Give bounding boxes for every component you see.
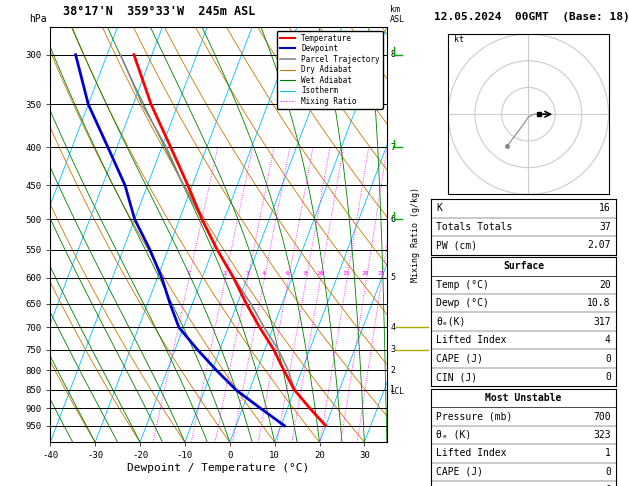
Text: 7: 7 <box>391 143 396 152</box>
Text: 10.8: 10.8 <box>587 298 611 308</box>
Text: Totals Totals: Totals Totals <box>437 222 513 232</box>
Text: 37: 37 <box>599 222 611 232</box>
Text: kt: kt <box>454 35 464 44</box>
Text: 16: 16 <box>599 204 611 213</box>
Text: 6: 6 <box>286 271 290 276</box>
Text: 1: 1 <box>391 385 396 395</box>
Text: Most Unstable: Most Unstable <box>486 393 562 403</box>
Text: Dewp (°C): Dewp (°C) <box>437 298 489 308</box>
Text: CAPE (J): CAPE (J) <box>437 467 484 477</box>
Text: θₑ(K): θₑ(K) <box>437 317 466 327</box>
Text: 20: 20 <box>599 280 611 290</box>
Text: CIN (J): CIN (J) <box>437 372 477 382</box>
Text: 317: 317 <box>593 317 611 327</box>
Text: 12.05.2024  00GMT  (Base: 18): 12.05.2024 00GMT (Base: 18) <box>434 12 629 22</box>
Text: 10: 10 <box>316 271 323 276</box>
Text: 1: 1 <box>605 449 611 458</box>
X-axis label: Dewpoint / Temperature (°C): Dewpoint / Temperature (°C) <box>128 463 309 473</box>
Text: Lifted Index: Lifted Index <box>437 449 507 458</box>
Text: 5: 5 <box>391 273 396 282</box>
Text: 15: 15 <box>343 271 350 276</box>
Text: Lifted Index: Lifted Index <box>437 335 507 345</box>
Text: 2: 2 <box>223 271 226 276</box>
Text: 38°17'N  359°33'W  245m ASL: 38°17'N 359°33'W 245m ASL <box>63 5 255 18</box>
Text: Temp (°C): Temp (°C) <box>437 280 489 290</box>
Text: 4: 4 <box>262 271 265 276</box>
Text: LCL: LCL <box>391 387 404 397</box>
Text: 0: 0 <box>605 354 611 364</box>
Text: 8: 8 <box>304 271 308 276</box>
Text: 1: 1 <box>187 271 191 276</box>
Text: K: K <box>437 204 442 213</box>
Text: 20: 20 <box>362 271 369 276</box>
Text: PW (cm): PW (cm) <box>437 241 477 250</box>
Text: 25: 25 <box>377 271 385 276</box>
Text: 4: 4 <box>391 323 396 332</box>
Text: 2: 2 <box>391 366 396 375</box>
Text: 3: 3 <box>245 271 249 276</box>
Text: Surface: Surface <box>503 261 544 271</box>
Text: 0: 0 <box>605 372 611 382</box>
Text: km
ASL: km ASL <box>390 5 405 24</box>
Text: θₑ (K): θₑ (K) <box>437 430 472 440</box>
Text: CAPE (J): CAPE (J) <box>437 354 484 364</box>
Legend: Temperature, Dewpoint, Parcel Trajectory, Dry Adiabat, Wet Adiabat, Isotherm, Mi: Temperature, Dewpoint, Parcel Trajectory… <box>277 31 383 109</box>
Text: 700: 700 <box>593 412 611 421</box>
Text: 4: 4 <box>605 335 611 345</box>
Text: 323: 323 <box>593 430 611 440</box>
Text: Mixing Ratio (g/kg): Mixing Ratio (g/kg) <box>411 187 420 282</box>
Text: hPa: hPa <box>30 14 47 24</box>
Text: 8: 8 <box>391 50 396 59</box>
Text: Pressure (mb): Pressure (mb) <box>437 412 513 421</box>
Text: 2.07: 2.07 <box>587 241 611 250</box>
Text: 3: 3 <box>391 345 396 354</box>
Text: 0: 0 <box>605 467 611 477</box>
Text: 6: 6 <box>391 215 396 224</box>
